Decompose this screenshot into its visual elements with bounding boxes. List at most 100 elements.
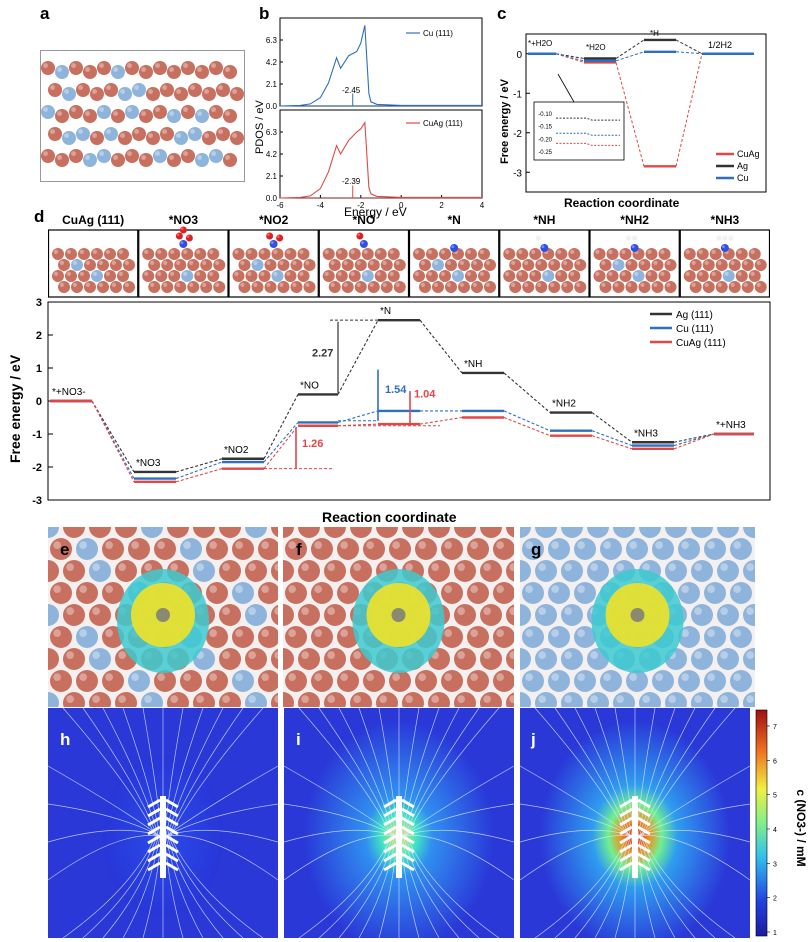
silver-atom [361,270,374,282]
silver-atom [717,527,739,538]
silver-atom [613,527,635,538]
copper-atom [206,670,228,692]
copper-atom [393,259,406,271]
electrode-nanostructure [619,796,651,878]
copper-atom [271,692,278,707]
silver-atom [195,109,209,123]
copper-atom [90,131,104,145]
silver-atom [639,527,661,538]
silver-atom [209,149,223,163]
copper-atom [154,670,176,692]
copper-atom [454,648,476,670]
copper-atom [335,270,348,282]
silver-atom [104,127,118,141]
copper-atom [118,131,132,145]
copper-atom [52,248,64,260]
copper-atom [441,538,463,560]
silver-atom [600,670,622,692]
structure-label: CuAg (111) [62,213,124,227]
panel-label-h: h [60,730,71,749]
structure-label: *NH [533,213,555,227]
step-label: *NH3 [634,428,658,439]
copper-atom [303,281,316,293]
copper-atom [290,259,303,271]
copper-atom [561,281,574,293]
silver-atom [520,604,531,626]
silver-atom [76,127,90,141]
copper-atom [110,281,122,293]
copper-atom [285,538,307,560]
nitrogen-atom [359,240,368,248]
copper-atom [454,527,476,538]
copper-atom [48,83,62,97]
copper-atom [367,259,380,271]
copper-atom [311,582,333,604]
panel-d-y-tick: 2 [36,330,42,342]
copper-atom [754,259,767,271]
copper-atom [651,259,664,271]
silver-atom [522,670,544,692]
silver-atom [632,270,645,282]
silver-atom [271,270,284,282]
hydrogen-atom [722,235,728,241]
copper-atom [493,626,514,648]
copper-atom [350,527,372,538]
copper-atom [341,259,354,271]
silver-atom [678,626,700,648]
silver-atom [245,604,267,626]
copper-atom [574,259,587,271]
silver-atom [704,670,726,692]
copper-atom [283,604,294,626]
silver-atom [251,259,264,271]
copper-atom [195,65,209,79]
silver-atom [452,270,464,282]
colorbar-tick: 2 [773,896,777,903]
copper-atom [311,538,333,560]
silver-atom [704,582,726,604]
copper-atom [104,248,116,260]
panel-b-y-tick: 6.3 [266,36,278,45]
copper-atom [467,582,489,604]
copper-atom [76,83,90,97]
silver-atom [600,538,622,560]
copper-atom [439,270,451,282]
silver-atom [48,604,59,626]
copper-atom [285,582,307,604]
colorbar-tick: 1 [773,930,777,937]
copper-atom [599,259,612,271]
silver-atom [62,87,76,101]
copper-atom [728,281,741,293]
copper-atom [324,560,346,582]
copper-atom [48,648,59,670]
copper-atom [76,582,98,604]
copper-atom [63,692,85,707]
copper-atom [467,670,489,692]
copper-atom [387,270,400,282]
copper-atom [84,259,96,271]
copper-atom [484,281,496,293]
copper-atom [283,692,294,707]
silver-atom [548,670,570,692]
step-label: *NO2 [224,445,249,456]
copper-atom [209,61,223,75]
copper-atom [341,281,354,293]
copper-atom [206,538,228,560]
silver-atom [153,149,167,163]
copper-atom [230,131,244,145]
copper-atom [516,248,529,260]
colorbar-tick: 4 [773,827,777,834]
copper-atom [535,259,548,271]
copper-atom [348,270,361,282]
step-label: *N [380,306,391,317]
copper-atom [194,248,207,260]
copper-atom [167,527,189,538]
copper-atom [389,538,411,560]
silver-atom [743,560,755,582]
silver-atom [522,582,544,604]
copper-atom [363,670,385,692]
inset-tick: -0.25 [538,150,552,156]
copper-atom [258,248,271,260]
copper-atom [232,270,245,282]
panel-d-structures-strip: CuAg (111) *NO3 *NO2 *NO *N *NH *NH2 *NH3 [48,213,770,298]
copper-atom [454,604,476,626]
